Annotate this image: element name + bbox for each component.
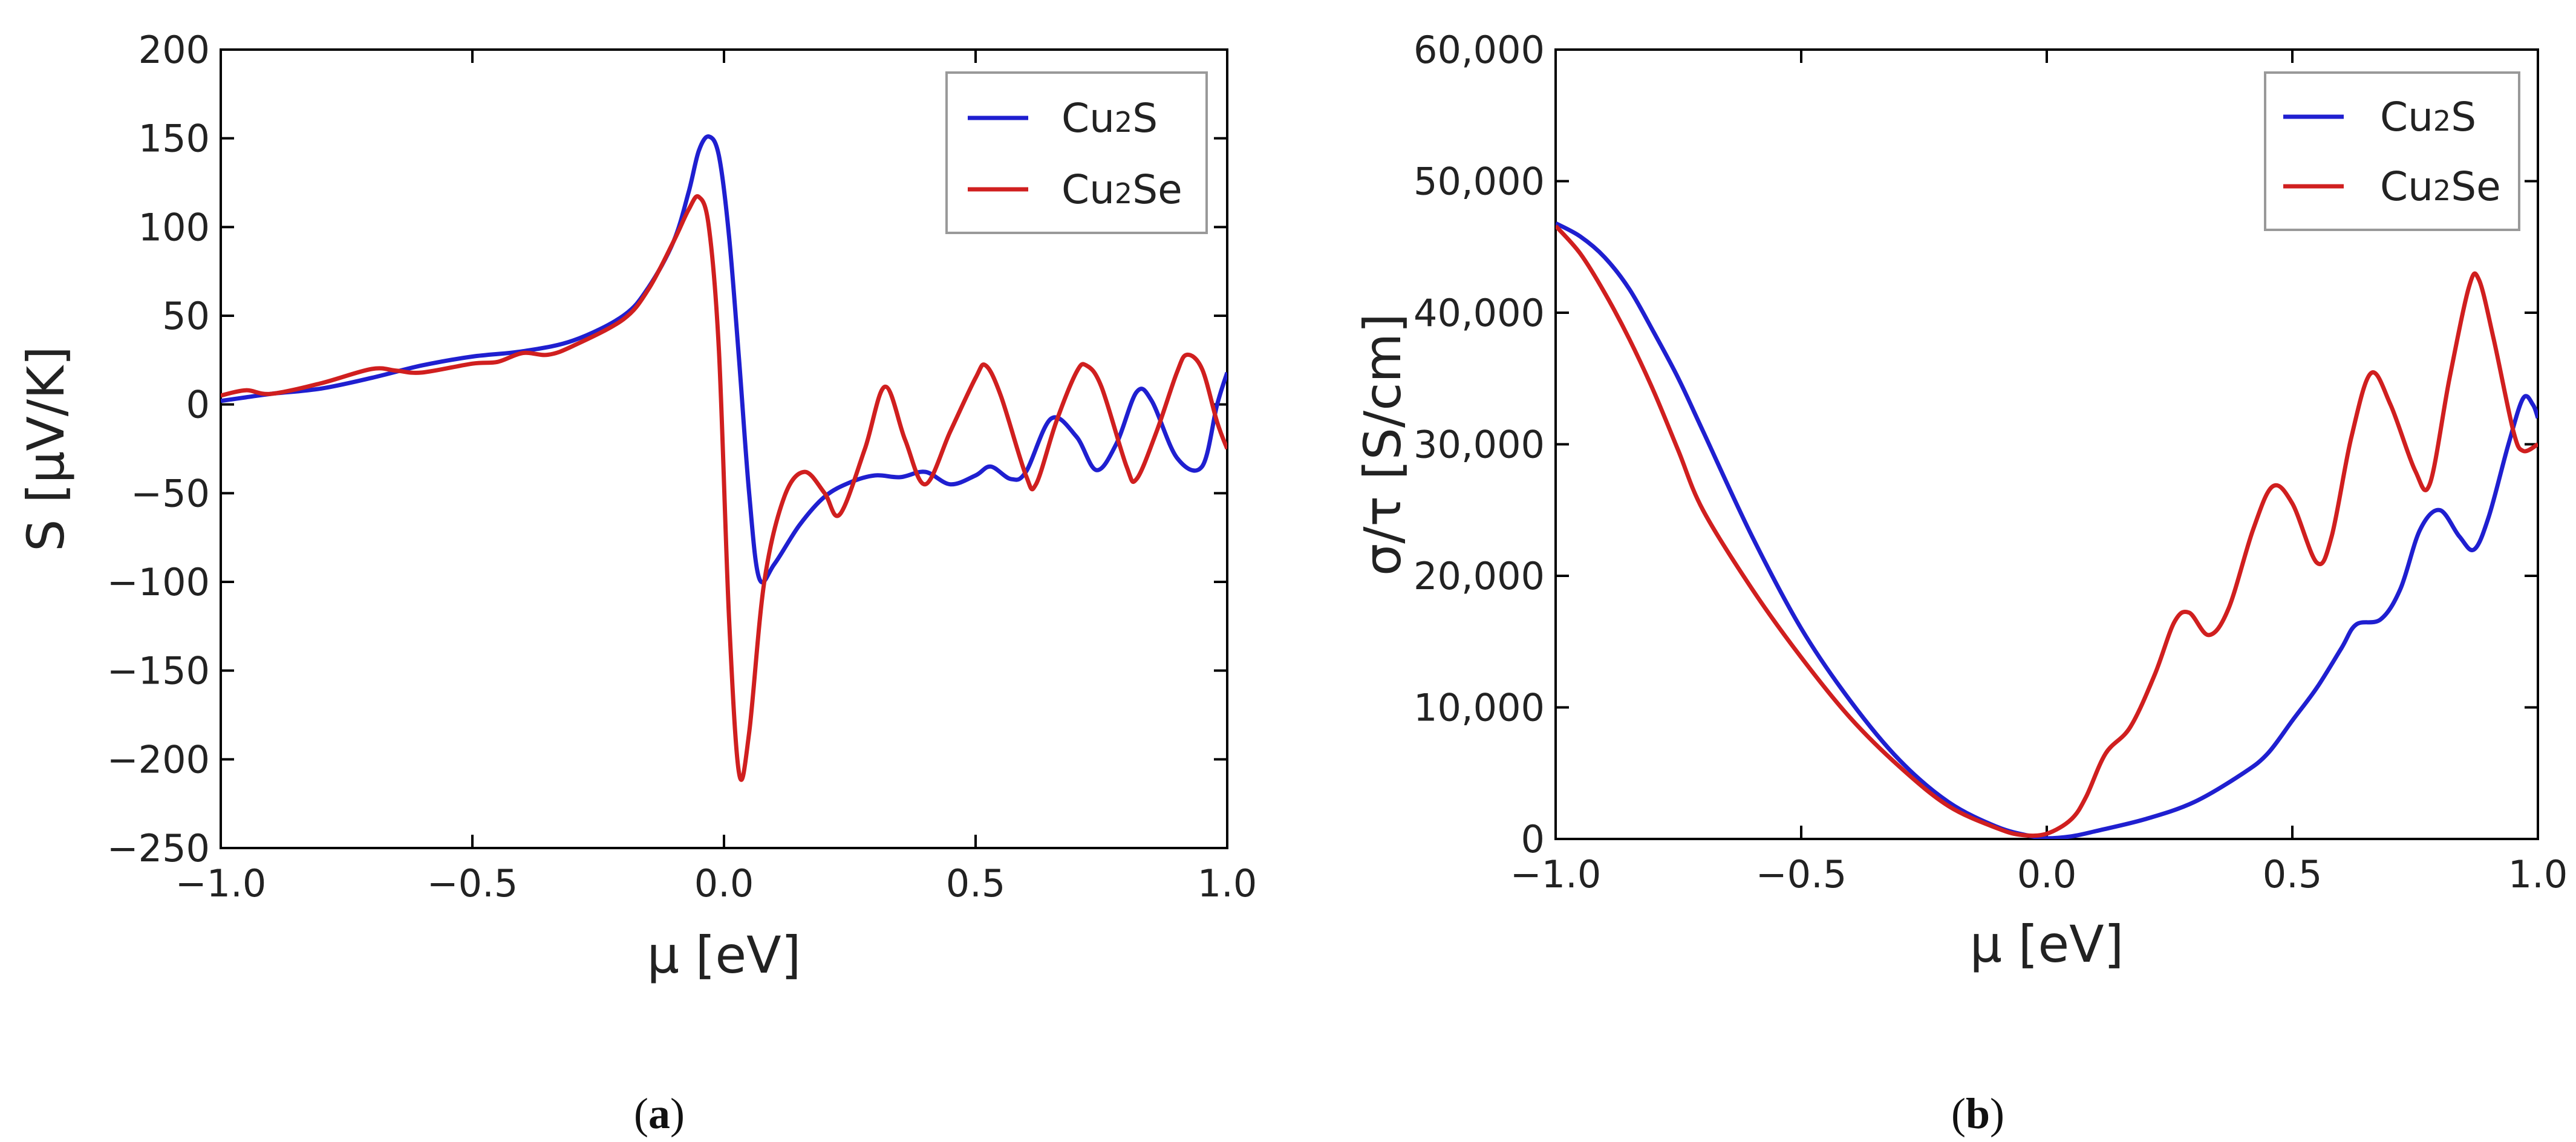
chart-a-ytick-label: −100: [107, 560, 210, 604]
chart-b-legend: Cu2S Cu2Se: [2264, 71, 2520, 231]
chart-b-legend-label-cu2se: Cu2Se: [2380, 163, 2501, 210]
chart-a-xtick-label: 1.0: [1198, 861, 1257, 905]
chart-b-ytick-label: 60,000: [1414, 28, 1545, 72]
chart-a-xtick-label: −0.5: [427, 861, 518, 905]
chart-b-legend-label-cu2s: Cu2S: [2380, 94, 2476, 140]
chart-b-ytick-label: 30,000: [1414, 423, 1545, 467]
chart-a-xtick-label: 0.5: [946, 861, 1006, 905]
chart-a-series-cu2se-line: [221, 194, 1227, 782]
chart-b-ytick-label: 10,000: [1414, 686, 1545, 730]
chart-a-legend-box: [945, 71, 1208, 234]
chart-a-xtick-label: 0.0: [694, 861, 754, 905]
chart-b-ytick-label: 50,000: [1414, 160, 1545, 204]
chart-b-caption: (b): [1951, 1089, 2004, 1138]
chart-a-ytick-label: 150: [139, 117, 210, 161]
chart-b-xlabel: μ [eV]: [1970, 915, 2124, 974]
chart-a-series-cu2s-line: [221, 134, 1227, 585]
chart-b-series-cu2s-line: [1556, 221, 2538, 839]
chart-b: −1.0 −0.5 0.0 0.5 1.0 60,000 50,000 40,000 30,00…: [1353, 28, 2568, 1138]
chart-b-xtick-label: 0.5: [2263, 852, 2323, 896]
chart-a-xtick-label: −1.0: [175, 861, 267, 905]
chart-a-ytick-label: −250: [107, 826, 210, 870]
chart-a-ytick-label: 100: [139, 205, 210, 249]
chart-b-ytick-label: 0: [1521, 817, 1545, 861]
chart-b-xtick-label: 1.0: [2508, 852, 2568, 896]
chart-a-ytick-label: 0: [186, 383, 210, 427]
chart-a-ylabel: S [μV/K]: [16, 346, 76, 552]
chart-a-caption: (a): [634, 1089, 685, 1138]
chart-a-legend-label-cu2se: Cu2Se: [1061, 166, 1182, 213]
chart-a-legend: Cu2S Cu2Se: [945, 71, 1208, 234]
chart-a-ytick-label: 50: [162, 294, 210, 338]
chart-a-xlabel: μ [eV]: [647, 925, 801, 985]
chart-b-ytick-label: 20,000: [1414, 554, 1545, 598]
chart-b-xtick-label: 0.0: [2017, 852, 2077, 896]
chart-b-xtick-label: −1.0: [1510, 852, 1602, 896]
chart-a-ytick-label: −150: [107, 649, 210, 693]
chart-b-ylabel: σ/τ [S/cm]: [1353, 313, 1412, 576]
chart-b-ytick-label: 40,000: [1414, 291, 1545, 335]
chart-a-ytick-label: 200: [139, 28, 210, 72]
chart-a-ytick-label: −50: [131, 471, 210, 515]
chart-b-legend-box: [2264, 71, 2520, 231]
chart-a-legend-label-cu2s: Cu2S: [1061, 95, 1158, 142]
chart-a-ytick-label: −200: [107, 737, 210, 781]
chart-b-series-cu2se-line: [1556, 224, 2538, 838]
chart-a: −1.0 −0.5 0.0 0.5 1.0 200 150 100 50 0 −50 −100 −150…: [16, 28, 1257, 1138]
chart-b-xtick-label: −0.5: [1756, 852, 1847, 896]
